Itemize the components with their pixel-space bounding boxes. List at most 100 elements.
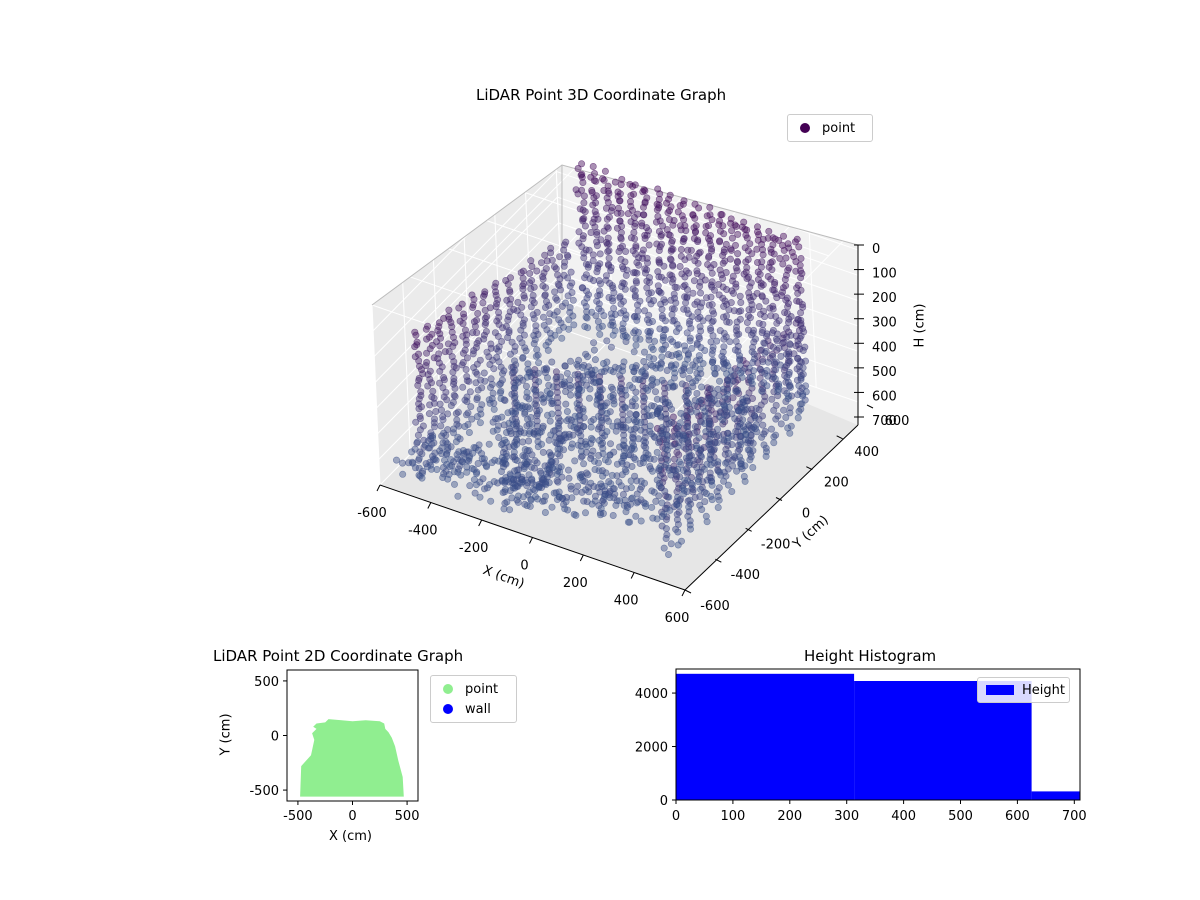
scatter3d-point: [569, 431, 577, 439]
scatter3d-point: [525, 395, 533, 403]
scatter3d-point: [531, 387, 539, 395]
scatter3d-point: [443, 460, 451, 468]
scatter3d-point: [494, 332, 502, 340]
scatter3d-point: [721, 297, 729, 305]
scatter3d-point: [601, 456, 609, 464]
scatter3d-point: [533, 267, 541, 275]
scatter3d-point: [667, 247, 675, 255]
scatter3d-point: [597, 236, 605, 244]
scatter3d-point: [619, 423, 627, 431]
scatter3d-point: [693, 389, 701, 397]
scatter3d-point: [708, 395, 716, 403]
scatter3d-point: [799, 370, 807, 378]
z-tick-3d-5: 500: [872, 365, 897, 380]
scatter3d-point: [728, 487, 736, 495]
scatter3d-point: [737, 457, 745, 465]
scatter3d-point: [673, 500, 681, 508]
scatter3d-point: [582, 486, 590, 494]
scatter3d-point: [668, 311, 676, 319]
scatter3d-point: [707, 326, 715, 334]
scatter3d-point: [560, 246, 568, 254]
scatter3d-point: [549, 427, 557, 435]
scatter3d-point: [701, 498, 709, 506]
scatter3d-point: [777, 352, 785, 360]
scatter3d-point: [682, 299, 690, 307]
scatter3d-point: [531, 336, 539, 344]
scatter3d-point: [687, 324, 695, 332]
scatter3d-point: [540, 365, 548, 373]
scatter3d-point: [560, 262, 568, 270]
x-tick-3d-2: -200: [459, 541, 489, 556]
scatter3d-point: [662, 525, 670, 533]
scatter3d-point: [619, 416, 627, 424]
scatter3d-point: [572, 186, 580, 194]
scatter3d-point: [683, 402, 691, 410]
scatter3d-point: [643, 284, 651, 292]
scatter3d-point: [730, 452, 738, 460]
scatter3d-point: [604, 182, 612, 190]
scatter3d-point: [632, 402, 640, 410]
scatter3d-point: [701, 346, 709, 354]
scatter3d-point: [619, 490, 627, 498]
scatter3d-point: [765, 263, 773, 271]
scatter3d-point: [653, 476, 661, 484]
scatter3d-point: [463, 354, 471, 362]
scatter3d-point: [794, 414, 802, 422]
legend-patch-height: [986, 685, 1014, 695]
scatter3d-point: [462, 336, 470, 344]
scatter3d-point: [517, 326, 525, 334]
scatter3d-point: [702, 432, 710, 440]
scatter3d-point: [640, 357, 648, 365]
scatter3d-point: [753, 258, 761, 266]
scatter3d-point: [660, 474, 668, 482]
scatter3d-point: [515, 429, 523, 437]
scatter3d-point: [622, 468, 630, 476]
scatter3d-point: [661, 389, 669, 397]
scatter3d-point: [715, 377, 723, 385]
scatter3d-point: [679, 431, 687, 439]
scatter3d-point: [524, 415, 532, 423]
scatter3d-point: [679, 238, 687, 246]
scatter3d-point: [528, 262, 536, 270]
scatter3d-point: [618, 222, 626, 230]
scatter3d-point: [476, 493, 484, 501]
scatter3d-point: [623, 333, 631, 341]
scatter3d-point: [445, 312, 453, 320]
scatter3d-plot: -600 -400 -200 0 200 400 600 -600 -400 -200 0 200 40…: [357, 160, 910, 626]
scatter3d-point: [703, 476, 711, 484]
scatter3d-point: [794, 341, 802, 349]
scatter3d-point: [604, 224, 612, 232]
scatter3d-point: [482, 462, 490, 470]
scatter3d-point: [696, 365, 704, 373]
scatter3d-point: [707, 293, 715, 301]
scatter3d-point: [757, 282, 765, 290]
scatter3d-point: [637, 418, 645, 426]
scatter3d-point: [547, 457, 555, 465]
scatter3d-point: [603, 194, 611, 202]
scatter3d-point: [468, 291, 476, 299]
scatter3d-point: [502, 428, 510, 436]
scatter3d-point: [430, 415, 438, 423]
scatter3d-point: [603, 215, 611, 223]
x-tick-3d-1: -400: [408, 524, 438, 539]
scatter3d-point: [523, 388, 531, 396]
scatter3d-point: [782, 254, 790, 262]
scatter3d-point: [666, 191, 674, 199]
scatter3d-point: [682, 227, 690, 235]
scatter3d-point: [575, 412, 583, 420]
scatter3d-point: [544, 346, 552, 354]
scatter3d-point: [564, 253, 572, 261]
scatter3d-point: [746, 456, 754, 464]
scatter3d-point: [581, 509, 589, 517]
scatter3d-point: [580, 497, 588, 505]
scatter3d-point: [695, 249, 703, 257]
scatter3d-point: [575, 428, 583, 436]
scatter3d-point: [630, 445, 638, 453]
scatter3d-point: [779, 284, 787, 292]
scatter3d-point: [710, 310, 718, 318]
scatter3d-point: [795, 407, 803, 415]
scatter3d-point: [628, 462, 636, 470]
scatter3d-point: [589, 447, 597, 455]
scatter3d-point: [655, 247, 663, 255]
scatter3d-point: [706, 473, 714, 481]
